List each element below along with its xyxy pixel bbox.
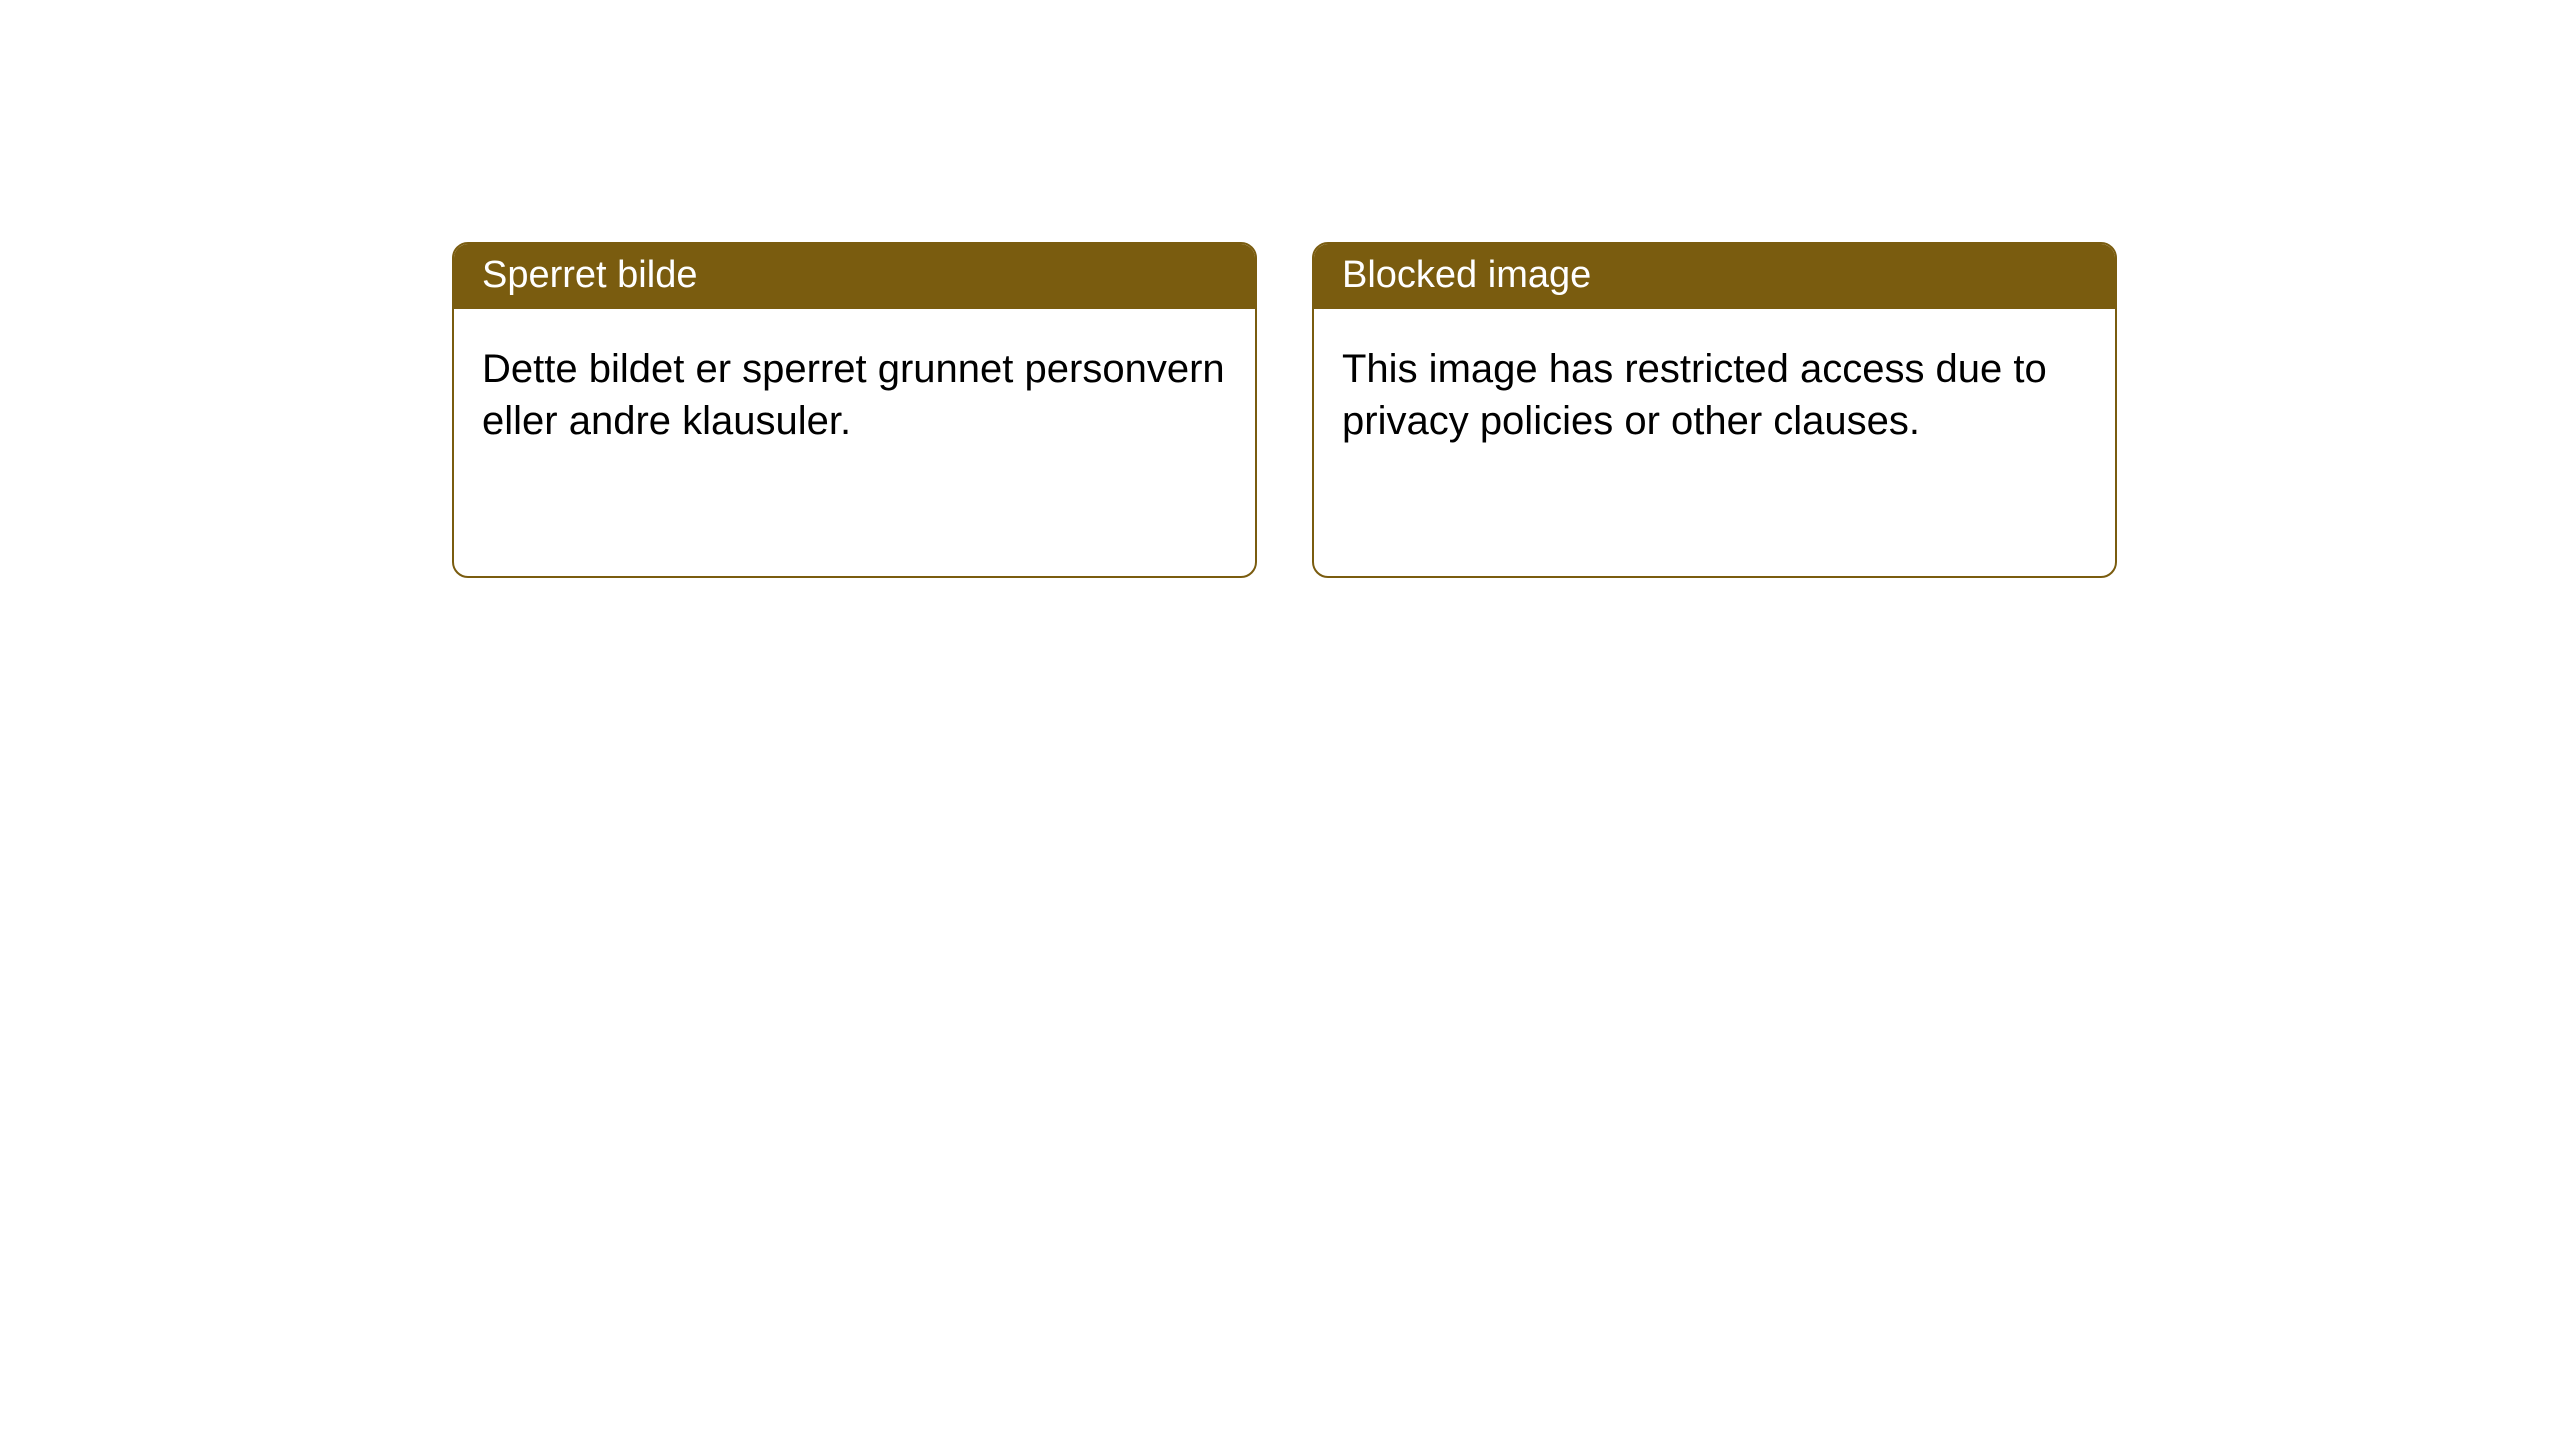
notice-cards-container: Sperret bilde Dette bildet er sperret gr… — [452, 242, 2117, 578]
card-header-text: Blocked image — [1342, 254, 1591, 296]
notice-card-english: Blocked image This image has restricted … — [1312, 242, 2117, 578]
notice-card-norwegian: Sperret bilde Dette bildet er sperret gr… — [452, 242, 1257, 578]
card-header: Blocked image — [1314, 244, 2115, 309]
card-header: Sperret bilde — [454, 244, 1255, 309]
card-header-text: Sperret bilde — [482, 254, 697, 296]
card-body-text: This image has restricted access due to … — [1342, 347, 2047, 443]
card-body-text: Dette bildet er sperret grunnet personve… — [482, 347, 1225, 443]
card-body: Dette bildet er sperret grunnet personve… — [454, 309, 1255, 481]
card-body: This image has restricted access due to … — [1314, 309, 2115, 481]
